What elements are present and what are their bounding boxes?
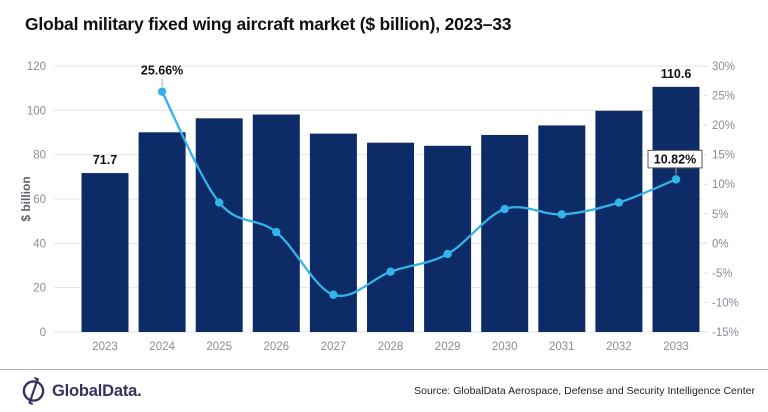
line-point-2027 bbox=[329, 290, 338, 299]
right-axis-tick-label: 30% bbox=[712, 61, 735, 73]
x-axis-label-2028: 2028 bbox=[378, 341, 404, 353]
left-axis-tick-label: 120 bbox=[27, 61, 46, 73]
x-axis-label-2027: 2027 bbox=[321, 341, 347, 353]
left-axis-title: $ billion bbox=[19, 176, 33, 221]
x-axis-label-2033: 2033 bbox=[663, 341, 689, 353]
x-axis-label-2031: 2031 bbox=[549, 341, 575, 353]
right-axis-tick-label: 20% bbox=[712, 120, 735, 132]
left-axis-tick-label: 0 bbox=[40, 327, 46, 339]
right-axis-tick-label: 25% bbox=[712, 91, 735, 103]
x-axis-label-2025: 2025 bbox=[206, 341, 232, 353]
line-point-2029 bbox=[443, 249, 452, 259]
left-axis-tick-label: 100 bbox=[27, 105, 46, 117]
bar-2023 bbox=[81, 173, 129, 332]
left-axis-tick-label: 40 bbox=[33, 238, 46, 250]
bar-2032 bbox=[595, 110, 643, 332]
bar-2031 bbox=[538, 125, 586, 332]
bar-2025 bbox=[195, 118, 243, 333]
right-axis-tick-label: -15% bbox=[712, 327, 739, 339]
x-axis-label-2029: 2029 bbox=[435, 341, 461, 353]
line-point-2028 bbox=[386, 267, 395, 276]
right-axis-tick-label: 15% bbox=[712, 150, 735, 162]
left-axis-tick-label: 20 bbox=[33, 283, 46, 295]
line-point-2032 bbox=[614, 198, 624, 207]
x-axis-label-2032: 2032 bbox=[606, 341, 632, 353]
x-axis-label-2026: 2026 bbox=[264, 341, 290, 353]
line-point-2026 bbox=[272, 227, 281, 237]
x-axis-label-2024: 2024 bbox=[149, 341, 175, 353]
left-axis-tick-label: 60 bbox=[33, 194, 46, 206]
right-axis-tick-label: 10% bbox=[712, 179, 735, 191]
data-label-2024: 25.66% bbox=[141, 64, 183, 78]
combo-chart: 0 20 40 60 80 100 120 -15% -10% -5% 0% 5% 10% 15% 20% 2… bbox=[19, 61, 739, 353]
line-point-2033 bbox=[671, 175, 681, 184]
bar-2027 bbox=[309, 133, 357, 332]
line-point-2024 bbox=[157, 87, 167, 96]
source-text: Source: GlobalData Aerospace, Defense an… bbox=[414, 385, 755, 397]
left-axis-tick-label: 80 bbox=[33, 150, 46, 162]
bar-2029 bbox=[424, 145, 472, 332]
right-axis-tick-label: 5% bbox=[712, 209, 729, 221]
footer-divider bbox=[0, 369, 768, 370]
line-point-2031 bbox=[557, 210, 566, 219]
data-label-2033: 110.6 bbox=[661, 67, 692, 81]
x-axis-label-2030: 2030 bbox=[492, 341, 518, 353]
globaldata-logo-text: GlobalData. bbox=[52, 381, 142, 400]
right-axis-tick-label: -10% bbox=[712, 297, 739, 309]
right-axis-tick-label: -5% bbox=[712, 268, 732, 280]
bar-2024 bbox=[138, 132, 186, 332]
line-point-2030 bbox=[500, 204, 509, 214]
data-label-2033: 10.82% bbox=[654, 152, 696, 166]
x-axis-label-2023: 2023 bbox=[92, 341, 118, 353]
chart-title: Global military fixed wing aircraft mark… bbox=[25, 14, 512, 34]
globaldata-logo-icon bbox=[22, 377, 45, 405]
bar-2028 bbox=[367, 142, 414, 332]
annotation-box bbox=[647, 149, 703, 169]
bar-2030 bbox=[481, 134, 529, 332]
bar-2033 bbox=[652, 86, 700, 332]
globaldata-logo: GlobalData. bbox=[20, 376, 142, 406]
line-point-2025 bbox=[215, 198, 224, 207]
right-axis-tick-label: 0% bbox=[712, 238, 729, 250]
data-label-2023: 71.7 bbox=[93, 153, 117, 167]
